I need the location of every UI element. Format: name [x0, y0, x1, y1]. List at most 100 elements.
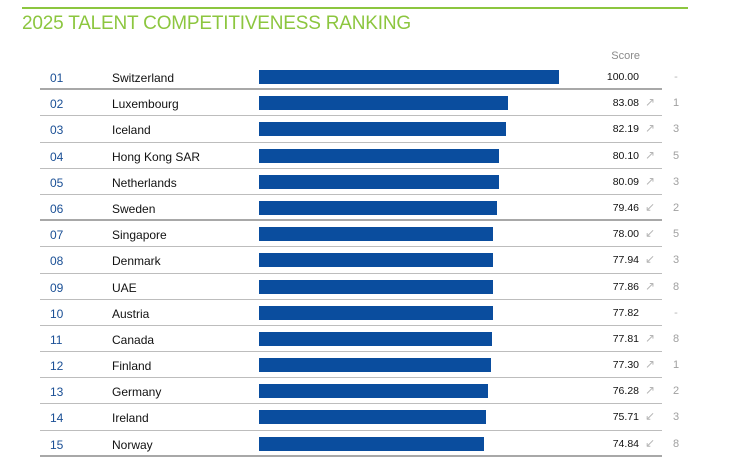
score-value: 77.30 [612, 359, 639, 372]
ranking-table: 01 Switzerland 100.00-02 Luxembourg 83.08 ↗ 1 0… [0, 64, 741, 457]
rank-label: 09 [50, 280, 64, 295]
arrow-up-icon: ↗ [644, 173, 656, 188]
row-divider [40, 193, 662, 195]
rank-change: 3 [672, 411, 680, 424]
country-label: Sweden [112, 201, 156, 216]
rank-label: 02 [50, 97, 64, 112]
table-row: 13 Germany 76.28 ↗ 2 [0, 378, 741, 405]
score-value: 77.94 [612, 254, 639, 267]
rank-label: 12 [50, 359, 64, 374]
table-row: 06 Sweden 79.46 ↙ 2 [0, 195, 741, 222]
arrow-down-icon: ↙ [644, 409, 656, 424]
row-divider [40, 141, 662, 143]
country-label: Canada [112, 332, 155, 347]
row-divider [40, 403, 662, 405]
table-row: 11 Canada 77.81 ↗ 8 [0, 326, 741, 353]
score-value: 77.81 [612, 332, 639, 345]
row-divider [40, 429, 662, 431]
score-bar [259, 200, 498, 215]
table-row: 04 Hong Kong SAR 80.10 ↗ 5 [0, 143, 741, 169]
rank-change: 3 [672, 254, 680, 267]
table-row: 03 Iceland 82.19 ↗ 3 [0, 116, 741, 143]
score-bar [259, 96, 509, 111]
row-divider [40, 351, 662, 353]
score-bar [259, 253, 493, 268]
score-bar [259, 384, 488, 399]
rank-change: - [674, 71, 678, 83]
score-value: 77.86 [612, 280, 639, 293]
chart-title: 2025 TALENT COMPETITIVENESS RANKING [22, 13, 411, 34]
rank-change: - [674, 306, 678, 319]
arrow-up-icon: ↗ [644, 95, 656, 110]
score-value: 74.84 [612, 437, 639, 450]
rank-change: 5 [672, 228, 680, 241]
table-row: 10 Austria 77.82 - [0, 300, 741, 326]
score-value: 100.00 [606, 71, 639, 83]
table-row: 07 Singapore 78.00 ↙ 5 [0, 221, 741, 248]
rank-label: 05 [50, 175, 64, 190]
score-bar [259, 331, 493, 346]
country-label: Austria [112, 306, 150, 321]
score-column-header: Score [611, 50, 640, 62]
rank-label: 04 [50, 149, 64, 164]
country-label: Denmark [112, 254, 161, 269]
score-bar [259, 122, 506, 137]
table-row: 12 Finland 77.30 ↗ 1 [0, 352, 741, 379]
score-value: 79.46 [612, 201, 639, 214]
table-row: 09 UAE 77.86 ↗ 8 [0, 274, 741, 300]
rank-change: 2 [672, 385, 680, 398]
row-divider [40, 324, 662, 326]
row-divider [40, 219, 662, 222]
score-bar [259, 148, 500, 163]
rank-label: 08 [50, 254, 64, 269]
country-label: Germany [112, 385, 162, 400]
table-row: 08 Denmark 77.94 ↙ 3 [0, 247, 741, 274]
country-label: Norway [112, 437, 153, 452]
arrow-up-icon: ↗ [644, 330, 656, 345]
rank-change: 1 [672, 359, 680, 372]
arrow-down-icon: ↙ [644, 435, 656, 450]
score-bar [259, 410, 487, 425]
score-bar [259, 436, 484, 451]
table-row: 14 Ireland 75.71 ↙ 3 [0, 404, 741, 431]
rank-change: 8 [672, 332, 680, 345]
table-row: 02 Luxembourg 83.08 ↗ 1 [0, 90, 741, 117]
country-label: Hong Kong SAR [112, 149, 201, 164]
arrow-down-icon: ↙ [644, 252, 656, 267]
row-divider [40, 88, 662, 91]
score-value: 82.19 [612, 123, 639, 136]
country-label: Iceland [112, 123, 151, 138]
table-row: 15 Norway 74.84 ↙ 8 [0, 431, 741, 457]
rank-label: 07 [50, 228, 64, 243]
country-label: Finland [112, 359, 152, 374]
country-label: UAE [112, 280, 137, 295]
score-bar [259, 70, 559, 84]
score-bar [259, 174, 500, 189]
score-bar [259, 227, 493, 242]
rank-change: 1 [672, 97, 680, 110]
rank-change: 3 [672, 175, 680, 188]
rank-change: 8 [672, 437, 680, 450]
country-label: Switzerland [112, 71, 175, 85]
rank-label: 06 [50, 201, 64, 216]
rank-label: 14 [50, 411, 64, 426]
score-value: 80.10 [612, 149, 639, 162]
row-divider [40, 115, 662, 117]
rank-label: 03 [50, 123, 64, 138]
country-label: Singapore [112, 228, 167, 243]
country-label: Ireland [112, 411, 149, 426]
score-bar [259, 279, 493, 294]
score-value: 76.28 [612, 385, 639, 398]
rank-change: 8 [672, 280, 680, 293]
row-divider [40, 454, 662, 457]
country-label: Netherlands [112, 175, 177, 190]
rank-label: 15 [50, 437, 64, 452]
row-divider [40, 167, 662, 169]
row-divider [40, 272, 662, 274]
arrow-down-icon: ↙ [644, 199, 656, 214]
arrow-up-icon: ↗ [644, 278, 656, 293]
no-change-icon [644, 305, 656, 319]
no-change-icon [644, 69, 656, 83]
row-divider [40, 377, 662, 379]
score-value: 78.00 [612, 228, 639, 241]
